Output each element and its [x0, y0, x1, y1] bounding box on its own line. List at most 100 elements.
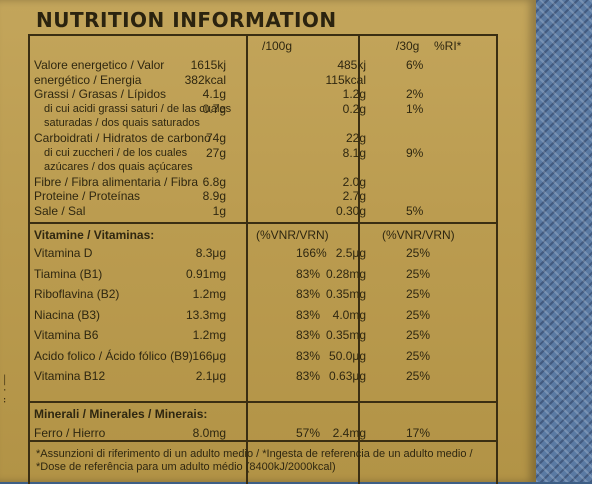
micronutrient-row: Riboflavina (B2) 1.2mg 83% 0.35mg 25%: [30, 287, 496, 302]
value-per-100g: 74g: [205, 131, 226, 145]
micronutrient-row: Vitamina B6 1.2mg 83% 0.35mg 25%: [30, 328, 496, 343]
value-per-100g: 8.9g: [202, 189, 226, 204]
nutrient-row: di cui zuccheri / de los cuales 27g 8.1g 9%: [30, 146, 496, 161]
value-per-100g: 6.8g: [202, 174, 226, 189]
vnr-percent-30g: 25%: [406, 287, 431, 301]
vnr-percent-100g: 57%: [296, 426, 321, 440]
vnr-percent-100g: 83%: [296, 369, 321, 383]
value-per-100g: 27g: [205, 145, 226, 160]
nutrient-row: Grassi / Grasas / Lípidos 4.1g 1.2g 2%: [30, 87, 496, 102]
footnote: *Assunzioni di riferimento di un adulto …: [36, 448, 473, 473]
value-per-30g: 22g: [345, 131, 366, 145]
value-per-100g: 166μg: [192, 348, 226, 363]
minerals-header-row: Minerali / Minerales / Minerais:: [30, 407, 496, 422]
value-per-30g: 4.0mg: [332, 307, 366, 322]
nutrition-table: /100g /30g %RI* Valore energetico / Valo…: [28, 34, 498, 484]
value-per-100g: 4.1g: [202, 87, 226, 102]
value-per-100g: 8.3μg: [195, 246, 226, 260]
value-per-100g: 8.0mg: [192, 426, 226, 440]
nutrient-row: energético / Energia 382kcal 115kcal: [30, 73, 496, 88]
ri-percent: 9%: [406, 145, 424, 160]
micronutrient-label: Acido folico / Ácido fólico (B9): [34, 348, 193, 363]
ri-percent: 6%: [406, 58, 424, 72]
nutrient-label: saturadas / dos quais saturados: [44, 117, 200, 130]
vnr-percent-100g: 83%: [296, 348, 321, 363]
nutrient-row: di cui acidi grassi saturi / de las cual…: [30, 102, 496, 117]
micronutrient-row: Tiamina (B1) 0.91mg 83% 0.28mg 25%: [30, 267, 496, 282]
value-per-100g: 0.91mg: [185, 266, 226, 281]
nutrient-label: Grassi / Grasas / Lípidos: [34, 87, 167, 102]
cereal-box-panel: NUTRITION INFORMATION /100g /30g %RI* Va…: [0, 0, 536, 484]
value-per-30g: 0.2g: [342, 101, 366, 116]
value-per-30g: 50.0μg: [329, 348, 366, 363]
value-per-30g: 115kcal: [325, 72, 366, 87]
value-per-30g: 2.5μg: [335, 246, 366, 260]
value-per-30g: 0.30g: [335, 204, 366, 218]
minerals-divider: [30, 401, 496, 403]
column-divider-2: [358, 36, 360, 484]
value-per-100g: 2.1μg: [195, 369, 226, 383]
ri-percent: 1%: [406, 101, 424, 116]
value-per-100g: 1.2mg: [192, 287, 226, 301]
vnr-percent-30g: 25%: [406, 266, 431, 281]
nutrient-row: Proteine / Proteínas 8.9g 2.7g: [30, 189, 496, 204]
vnr-percent-30g: 17%: [406, 426, 431, 440]
vnr-percent-100g: 83%: [296, 287, 321, 301]
nutrient-row: Carboidrati / Hidratos de carbono 74g 22g: [30, 131, 496, 146]
nutrient-label: Valore energetico / Valor: [34, 58, 165, 72]
value-per-30g: 0.63μg: [329, 369, 366, 383]
value-per-30g: 0.28mg: [325, 266, 366, 281]
column-divider-1: [246, 36, 248, 484]
value-per-30g: 0.35mg: [325, 328, 366, 342]
nutrient-label: di cui acidi grassi saturi / de las cual…: [44, 102, 232, 115]
micronutrient-label: Vitamina B12: [34, 369, 106, 383]
value-per-100g: 1615kj: [190, 58, 226, 72]
nutrient-label: energético / Energia: [34, 72, 142, 87]
micronutrient-row: Vitamina D 8.3μg 166% 2.5μg 25%: [30, 246, 496, 261]
vnr-percent-100g: 83%: [296, 307, 321, 322]
micronutrient-row: Ferro / Hierro 8.0mg 57% 2.4mg 17%: [30, 426, 496, 441]
vnr-percent-30g: 25%: [406, 307, 431, 322]
value-per-30g: 0.35mg: [325, 287, 366, 301]
vnr-percent-30g: 25%: [406, 246, 431, 260]
vnr-percent-30g: 25%: [406, 348, 431, 363]
value-per-100g: 1g: [212, 204, 226, 218]
micronutrient-row: Niacina (B3) 13.3mg 83% 4.0mg 25%: [30, 308, 496, 323]
value-per-30g: 1.2g: [342, 87, 366, 102]
value-per-100g: 1.2mg: [192, 328, 226, 342]
value-per-30g: 2.4mg: [332, 426, 366, 440]
vitamins-heading: Vitamine / Vitaminas:: [34, 228, 155, 242]
nutrient-label: azúcares / dos quais açúcares: [44, 161, 193, 174]
blue-cloth-background: [536, 0, 592, 482]
ri-percent: 2%: [406, 87, 424, 102]
nutrient-label: Carboidrati / Hidratos de carbono: [34, 131, 211, 145]
header-per-30g: /30g: [396, 39, 420, 53]
micronutrient-label: Ferro / Hierro: [34, 426, 106, 440]
vnr-percent-100g: 83%: [296, 328, 321, 342]
micronutrient-label: Niacina (B3): [34, 307, 101, 322]
nutrient-row: azúcares / dos quais açúcares: [30, 160, 496, 175]
nutrient-row: Sale / Sal 1g 0.30g 5%: [30, 204, 496, 219]
minerals-heading: Minerali / Minerales / Minerais:: [34, 407, 208, 421]
nutrient-row: Valore energetico / Valor 1615kj 485kj 6%: [30, 58, 496, 73]
micronutrient-label: Vitamina D: [34, 246, 93, 260]
nutrient-row: Fibre / Fibra alimentaria / Fibra 6.8g 2.0…: [30, 175, 496, 190]
nutrient-label: Fibre / Fibra alimentaria / Fibra: [34, 174, 199, 189]
micronutrient-label: Riboflavina (B2): [34, 287, 120, 301]
nutrient-label: Sale / Sal: [34, 204, 86, 218]
nutrient-label: di cui zuccheri / de los cuales: [44, 146, 188, 159]
value-per-100g: 382kcal: [184, 72, 226, 87]
vitamins-vnr-header-100: (%VNR/VRN): [256, 228, 329, 242]
value-per-30g: 485kj: [337, 58, 366, 72]
value-per-30g: 8.1g: [342, 145, 366, 160]
nutrition-title: NUTRITION INFORMATION: [36, 8, 337, 32]
vnr-percent-30g: 25%: [406, 369, 431, 383]
vitamins-vnr-header-30: (%VNR/VRN): [382, 228, 455, 242]
micronutrient-row: Acido folico / Ácido fólico (B9) 166μg 83%…: [30, 349, 496, 364]
micronutrient-label: Vitamina B6: [34, 328, 99, 342]
micronutrient-label: Tiamina (B1): [34, 266, 103, 281]
micronutrient-row: Vitamina B12 2.1μg 83% 0.63μg 25%: [30, 369, 496, 384]
value-per-100g: 0.7g: [202, 101, 226, 116]
footnote-divider: [30, 440, 496, 442]
vnr-percent-100g: 166%: [296, 246, 327, 260]
